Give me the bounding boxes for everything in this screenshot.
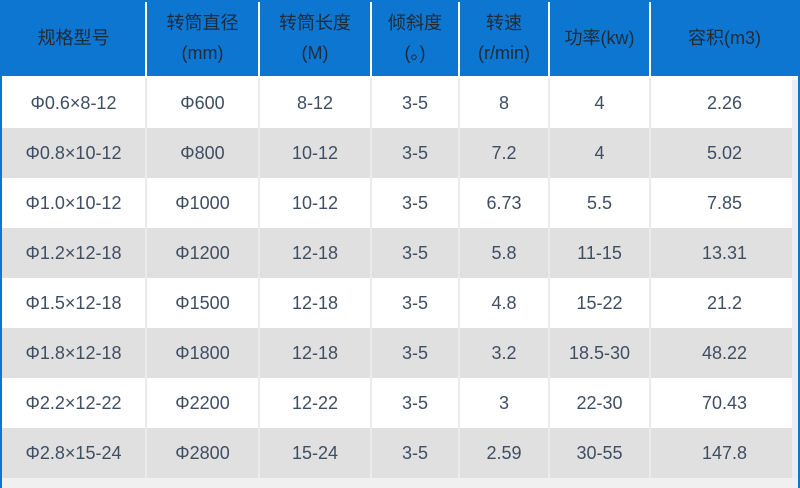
table-row: Φ2.8×15-24 Φ2800 15-24 3-5 2.59 30-55 14… bbox=[2, 428, 798, 478]
col-header-spec-model: 规格型号 bbox=[2, 2, 147, 78]
cell-power: 22-30 bbox=[550, 378, 651, 428]
col-header-volume: 容积(m3) bbox=[651, 2, 798, 78]
cell-volume: 5.02 bbox=[651, 128, 798, 178]
cell-spec-model: Φ2.8×15-24 bbox=[2, 428, 147, 478]
cell-speed: 8 bbox=[460, 78, 550, 128]
cell-speed: 5.8 bbox=[460, 228, 550, 278]
cell-diameter: Φ600 bbox=[147, 78, 260, 128]
right-gutter bbox=[792, 80, 798, 478]
col-header-power: 功率(kw) bbox=[550, 2, 651, 78]
cell-volume: 48.22 bbox=[651, 328, 798, 378]
table-row: Φ1.5×12-18 Φ1500 12-18 3-5 4.8 15-22 21.… bbox=[2, 278, 798, 328]
cell-speed: 3.2 bbox=[460, 328, 550, 378]
cell-power: 30-55 bbox=[550, 428, 651, 478]
cell-length: 15-24 bbox=[260, 428, 372, 478]
cell-power: 11-15 bbox=[550, 228, 651, 278]
cell-speed: 4.8 bbox=[460, 278, 550, 328]
cell-spec-model: Φ1.0×10-12 bbox=[2, 178, 147, 228]
table-row: Φ1.2×12-18 Φ1200 12-18 3-5 5.8 11-15 13.… bbox=[2, 228, 798, 278]
cell-incline: 3-5 bbox=[372, 378, 460, 428]
cell-length: 12-18 bbox=[260, 278, 372, 328]
cell-power: 5.5 bbox=[550, 178, 651, 228]
cell-speed: 2.59 bbox=[460, 428, 550, 478]
spec-table: 规格型号 转筒直径 (mm) 转筒长度 (M) 倾斜度 (。) 转速 (r/mi… bbox=[2, 2, 798, 478]
cell-diameter: Φ2800 bbox=[147, 428, 260, 478]
col-header-drum-length: 转筒长度 (M) bbox=[260, 2, 372, 78]
cell-length: 12-18 bbox=[260, 228, 372, 278]
cell-length: 8-12 bbox=[260, 78, 372, 128]
header-row: 规格型号 转筒直径 (mm) 转筒长度 (M) 倾斜度 (。) 转速 (r/mi… bbox=[2, 2, 798, 78]
cell-power: 15-22 bbox=[550, 278, 651, 328]
cell-volume: 21.2 bbox=[651, 278, 798, 328]
col-header-drum-diameter: 转筒直径 (mm) bbox=[147, 2, 260, 78]
bottom-gutter bbox=[2, 478, 798, 488]
cell-spec-model: Φ0.8×10-12 bbox=[2, 128, 147, 178]
cell-length: 10-12 bbox=[260, 128, 372, 178]
cell-volume: 13.31 bbox=[651, 228, 798, 278]
cell-spec-model: Φ1.5×12-18 bbox=[2, 278, 147, 328]
cell-diameter: Φ1200 bbox=[147, 228, 260, 278]
cell-incline: 3-5 bbox=[372, 78, 460, 128]
cell-incline: 3-5 bbox=[372, 178, 460, 228]
cell-length: 12-22 bbox=[260, 378, 372, 428]
cell-diameter: Φ1800 bbox=[147, 328, 260, 378]
cell-incline: 3-5 bbox=[372, 328, 460, 378]
table-row: Φ0.8×10-12 Φ800 10-12 3-5 7.2 4 5.02 bbox=[2, 128, 798, 178]
cell-power: 18.5-30 bbox=[550, 328, 651, 378]
col-header-incline: 倾斜度 (。) bbox=[372, 2, 460, 78]
table-row: Φ0.6×8-12 Φ600 8-12 3-5 8 4 2.26 bbox=[2, 78, 798, 128]
cell-spec-model: Φ1.2×12-18 bbox=[2, 228, 147, 278]
col-header-speed: 转速 (r/min) bbox=[460, 2, 550, 78]
cell-diameter: Φ1000 bbox=[147, 178, 260, 228]
cell-volume: 7.85 bbox=[651, 178, 798, 228]
cell-incline: 3-5 bbox=[372, 228, 460, 278]
cell-spec-model: Φ1.8×12-18 bbox=[2, 328, 147, 378]
table-row: Φ1.0×10-12 Φ1000 10-12 3-5 6.73 5.5 7.85 bbox=[2, 178, 798, 228]
cell-speed: 6.73 bbox=[460, 178, 550, 228]
cell-volume: 2.26 bbox=[651, 78, 798, 128]
cell-speed: 7.2 bbox=[460, 128, 550, 178]
cell-spec-model: Φ0.6×8-12 bbox=[2, 78, 147, 128]
cell-volume: 147.8 bbox=[651, 428, 798, 478]
cell-volume: 70.43 bbox=[651, 378, 798, 428]
cell-incline: 3-5 bbox=[372, 278, 460, 328]
cell-incline: 3-5 bbox=[372, 128, 460, 178]
cell-length: 10-12 bbox=[260, 178, 372, 228]
cell-power: 4 bbox=[550, 78, 651, 128]
cell-diameter: Φ2200 bbox=[147, 378, 260, 428]
cell-incline: 3-5 bbox=[372, 428, 460, 478]
cell-diameter: Φ800 bbox=[147, 128, 260, 178]
cell-power: 4 bbox=[550, 128, 651, 178]
cell-length: 12-18 bbox=[260, 328, 372, 378]
table-row: Φ2.2×12-22 Φ2200 12-22 3-5 3 22-30 70.43 bbox=[2, 378, 798, 428]
cell-diameter: Φ1500 bbox=[147, 278, 260, 328]
cell-speed: 3 bbox=[460, 378, 550, 428]
table-row: Φ1.8×12-18 Φ1800 12-18 3-5 3.2 18.5-30 4… bbox=[2, 328, 798, 378]
cell-spec-model: Φ2.2×12-22 bbox=[2, 378, 147, 428]
